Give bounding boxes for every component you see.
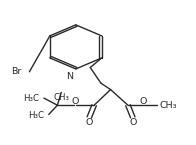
Text: H₃C: H₃C [23,94,39,103]
Text: O: O [140,97,147,106]
Text: Br: Br [11,67,22,76]
Text: H₃C: H₃C [28,111,44,120]
Text: CH₃: CH₃ [160,101,177,110]
Text: O: O [129,118,136,127]
Text: O: O [86,118,93,127]
Text: CH₃: CH₃ [53,93,69,102]
Text: O: O [71,97,79,106]
Text: N: N [66,71,74,81]
